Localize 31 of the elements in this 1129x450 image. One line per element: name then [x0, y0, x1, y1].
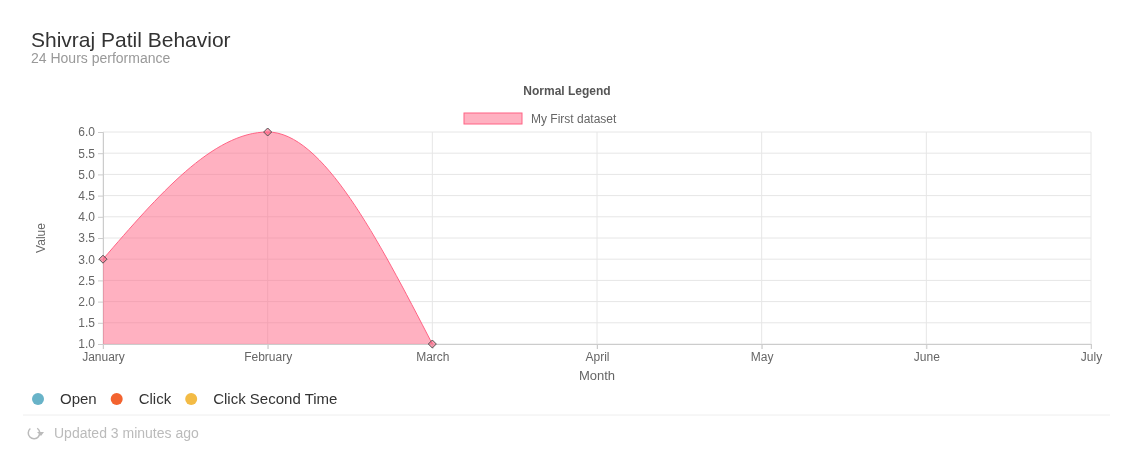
y-tick-label: 5.0 — [78, 167, 96, 182]
x-tick-label: July — [1080, 349, 1103, 364]
y-tick-label: 4.5 — [78, 188, 96, 203]
text: Open — [60, 390, 97, 407]
x-tick-label: April — [585, 349, 610, 364]
y-tick-label: 1.0 — [78, 337, 96, 352]
chart-subtitle: 24 Hours performance — [31, 50, 171, 66]
y-tick-label: 5.5 — [78, 146, 96, 161]
x-axis-title: Month — [578, 368, 616, 383]
chart-title: Shivraj Patil Behavior — [31, 28, 231, 51]
text: Updated 3 minutes ago — [54, 425, 199, 441]
legend-title: Normal Legend — [523, 84, 611, 98]
x-tick-label: February — [244, 349, 293, 364]
y-tick-label: 1.5 — [78, 316, 96, 331]
legend-label: My First dataset — [531, 112, 618, 126]
x-tick-label: May — [750, 349, 774, 364]
x-tick-label: June — [913, 349, 941, 364]
y-tick-label: 2.0 — [78, 294, 96, 309]
text: Click Second Time — [213, 390, 338, 407]
y-tick-label: 3.0 — [78, 252, 96, 267]
point — [427, 339, 437, 349]
y-tick-label: 4.0 — [78, 210, 96, 225]
y-tick-label: 3.5 — [78, 231, 96, 246]
y-tick-label: 6.0 — [78, 125, 96, 140]
point — [98, 254, 108, 264]
x-tick-label: March — [416, 349, 450, 364]
x-tick-label: January — [82, 349, 125, 364]
point — [263, 127, 273, 137]
y-tick-label: 2.5 — [78, 273, 96, 288]
y-axis-title: Value — [34, 222, 48, 253]
text: Click — [138, 390, 172, 407]
